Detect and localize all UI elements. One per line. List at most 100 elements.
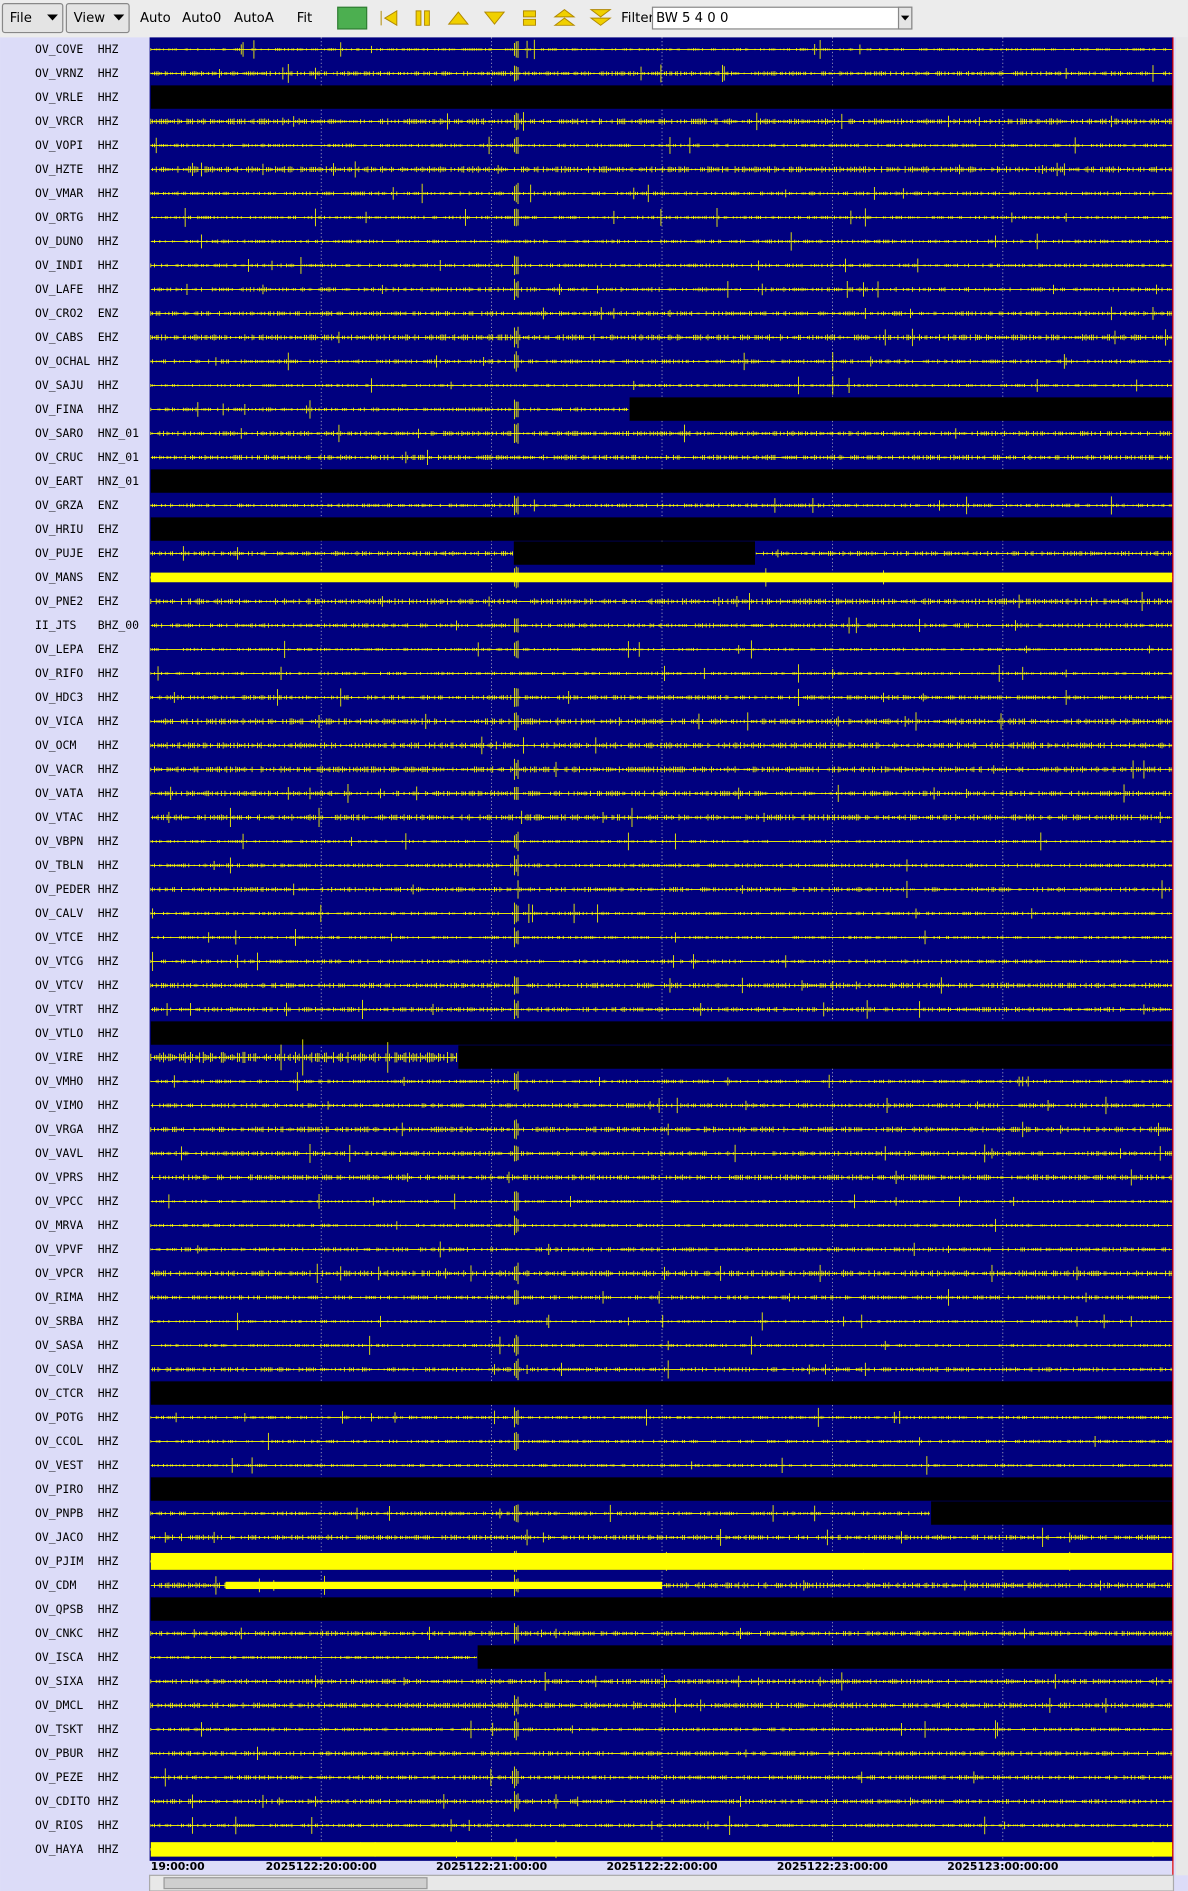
channel-name: EHZ: [98, 546, 119, 560]
station-name: OV_PUJE: [35, 546, 83, 560]
vertical-scrollbar[interactable]: [1175, 37, 1188, 1876]
channel-name: HHZ: [98, 786, 119, 800]
station-name: OV_VTCG: [35, 954, 83, 968]
channel-name: HHZ: [98, 1050, 119, 1064]
channel-name: HHZ: [98, 1650, 119, 1664]
waveform: [150, 1655, 477, 1659]
auto-button[interactable]: Auto: [140, 11, 171, 26]
channel-name: HHZ: [98, 1338, 119, 1352]
waveform: [150, 546, 1173, 561]
channel-name: HNZ_01: [98, 426, 139, 440]
page-down-button[interactable]: [589, 9, 612, 26]
channel-name: HHZ: [98, 66, 119, 80]
up-button[interactable]: [447, 11, 469, 25]
station-name: OV_VACR: [35, 762, 83, 776]
waveform: [150, 1312, 1173, 1331]
channel-name: HHZ: [98, 714, 119, 728]
channel-name: HHZ: [98, 1362, 119, 1376]
channel-name: HHZ: [98, 90, 119, 104]
waveform: [150, 712, 1173, 731]
station-name: OV_FINA: [35, 402, 83, 416]
channel-name: HHZ: [98, 1746, 119, 1760]
waveform: [150, 399, 629, 420]
waveform: [150, 39, 1173, 60]
traces: [150, 37, 1173, 1861]
station-name: OV_RIOS: [35, 1818, 83, 1832]
page-up-button[interactable]: [553, 9, 576, 26]
station-name: OV_VIRE: [35, 1050, 83, 1064]
channel-name: HHZ: [98, 954, 119, 968]
split-button[interactable]: [522, 10, 536, 26]
pause-button[interactable]: [415, 10, 430, 26]
channel-name: HHZ: [98, 906, 119, 920]
waveform: [150, 1039, 458, 1076]
channel-name: HHZ: [98, 378, 119, 392]
waveform: [150, 208, 1173, 227]
waveform: [150, 64, 1173, 83]
channel-name: HHZ: [98, 210, 119, 224]
data-gap: [150, 1477, 1173, 1501]
station-name: OV_COVE: [35, 42, 83, 56]
station-name: OV_ORTG: [35, 210, 83, 224]
status-button[interactable]: [337, 6, 368, 30]
channel-name: HHZ: [98, 1218, 119, 1232]
auto0-button[interactable]: Auto0: [182, 11, 221, 26]
time-label: 2025122:22:00:00: [606, 1860, 718, 1873]
waveform: [150, 1215, 1173, 1236]
view-label: View: [74, 11, 106, 26]
waveform: [150, 1241, 1173, 1258]
waveform: [150, 326, 1173, 349]
channel-name: HHZ: [98, 114, 119, 128]
waveform: [150, 112, 1173, 131]
station-name: OV_TSKT: [35, 1722, 83, 1736]
waveform: [150, 1144, 1173, 1163]
channel-name: HHZ: [98, 1170, 119, 1184]
autoa-button[interactable]: AutoA: [234, 11, 274, 26]
station-name: OV_VTCE: [35, 930, 83, 944]
down-button[interactable]: [483, 11, 506, 25]
channel-name: HHZ: [98, 882, 119, 896]
filter-select[interactable]: BW 5 4 0 0: [651, 6, 913, 30]
station-name: OV_PEDER: [35, 882, 90, 896]
scroll-thumb[interactable]: [163, 1877, 428, 1890]
waveform: [150, 1695, 1173, 1716]
waveform: [150, 1262, 1173, 1285]
first-button[interactable]: [380, 10, 398, 27]
channel-name: EHZ: [98, 594, 119, 608]
channel-name: HHZ: [98, 1722, 119, 1736]
channel-name: HHZ: [98, 1530, 119, 1544]
channel-name: HHZ: [98, 834, 119, 848]
view-menu[interactable]: View: [65, 3, 130, 34]
station-name: OV_CRO2: [35, 306, 83, 320]
time-label: 2025123:00:00:00: [947, 1860, 1059, 1873]
channel-name: EHZ: [98, 522, 119, 536]
station-name: OV_VATA: [35, 786, 83, 800]
station-name: OV_CALV: [35, 906, 83, 920]
station-name: OV_CDM: [35, 1578, 76, 1592]
station-name: OV_RIFO: [35, 666, 83, 680]
channel-name: HHZ: [98, 402, 119, 416]
station-name: OV_PIRO: [35, 1482, 83, 1496]
fit-button[interactable]: Fit: [297, 11, 313, 26]
file-menu[interactable]: File: [1, 3, 64, 34]
channel-name: HHZ: [98, 1002, 119, 1016]
station-name: OV_VPCR: [35, 1266, 83, 1280]
time-label: 2025122:20:00:00: [266, 1860, 378, 1873]
station-name: OV_TBLN: [35, 858, 83, 872]
waveform: [150, 182, 1173, 205]
channel-name: HHZ: [98, 1698, 119, 1712]
waveform: [150, 807, 1173, 827]
waveform: [150, 1504, 930, 1523]
station-name: OV_VTRT: [35, 1002, 83, 1016]
station-name: OV_VRLE: [35, 90, 83, 104]
station-name: OV_HZTE: [35, 162, 83, 176]
waveform: [150, 1718, 1173, 1741]
channel-name: EHZ: [98, 642, 119, 656]
waveform: [150, 1071, 1173, 1092]
channel-name: HNZ_01: [98, 474, 139, 488]
station-name: OV_VPCC: [35, 1194, 83, 1208]
station-name: OV_VTCV: [35, 978, 83, 992]
waveform: [150, 136, 1173, 155]
station-name: OV_JACO: [35, 1530, 83, 1544]
